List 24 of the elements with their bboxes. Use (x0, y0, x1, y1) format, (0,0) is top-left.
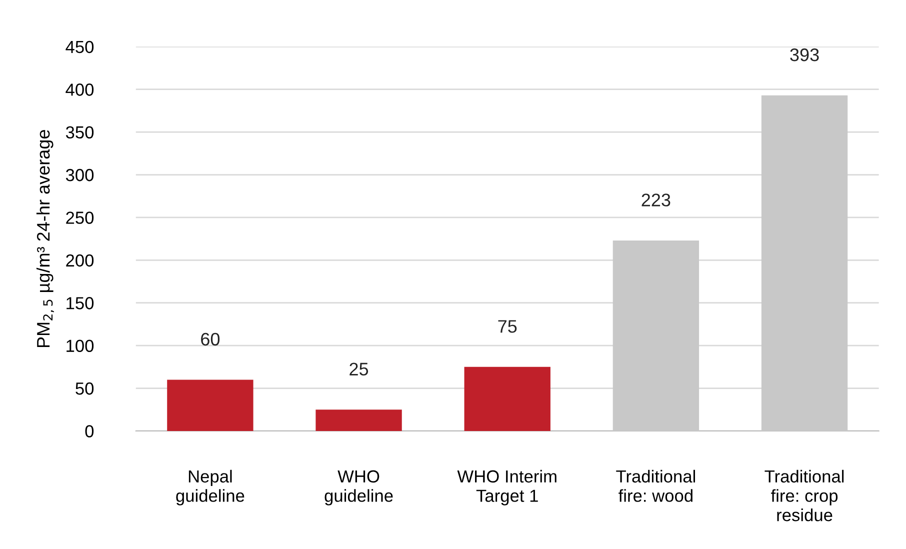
y-tick-label: 100 (66, 340, 94, 352)
data-label: 60 (201, 332, 220, 346)
y-tick-label: 50 (76, 382, 94, 395)
x-tick-label: WHO Interim Target 1 (457, 470, 556, 506)
bar (167, 380, 254, 431)
x-tick-label: Nepal guideline (176, 470, 244, 506)
data-label: 223 (642, 194, 670, 206)
data-label: 393 (790, 48, 819, 62)
bar (464, 366, 550, 431)
data-label: 25 (350, 362, 368, 376)
y-tick-label: 350 (66, 126, 94, 139)
y-axis-title: PM$_{2,5}$ µg/m³ 24-hr average (36, 130, 54, 348)
y-tick-label: 450 (66, 40, 94, 54)
y-tick-label: 150 (66, 297, 94, 310)
y-tick-label: 0 (85, 425, 94, 438)
y-tick-label: 250 (66, 212, 94, 224)
bar (316, 410, 402, 431)
x-tick-label: Traditional fire: crop residue (764, 470, 844, 522)
x-tick-label: WHO guideline (324, 470, 393, 506)
data-label: 75 (498, 320, 517, 333)
x-tick-label: Traditional fire: wood (616, 470, 695, 502)
y-tick-label: 400 (66, 84, 94, 96)
y-tick-label: 200 (66, 254, 94, 267)
y-tick-label: 300 (66, 168, 94, 182)
